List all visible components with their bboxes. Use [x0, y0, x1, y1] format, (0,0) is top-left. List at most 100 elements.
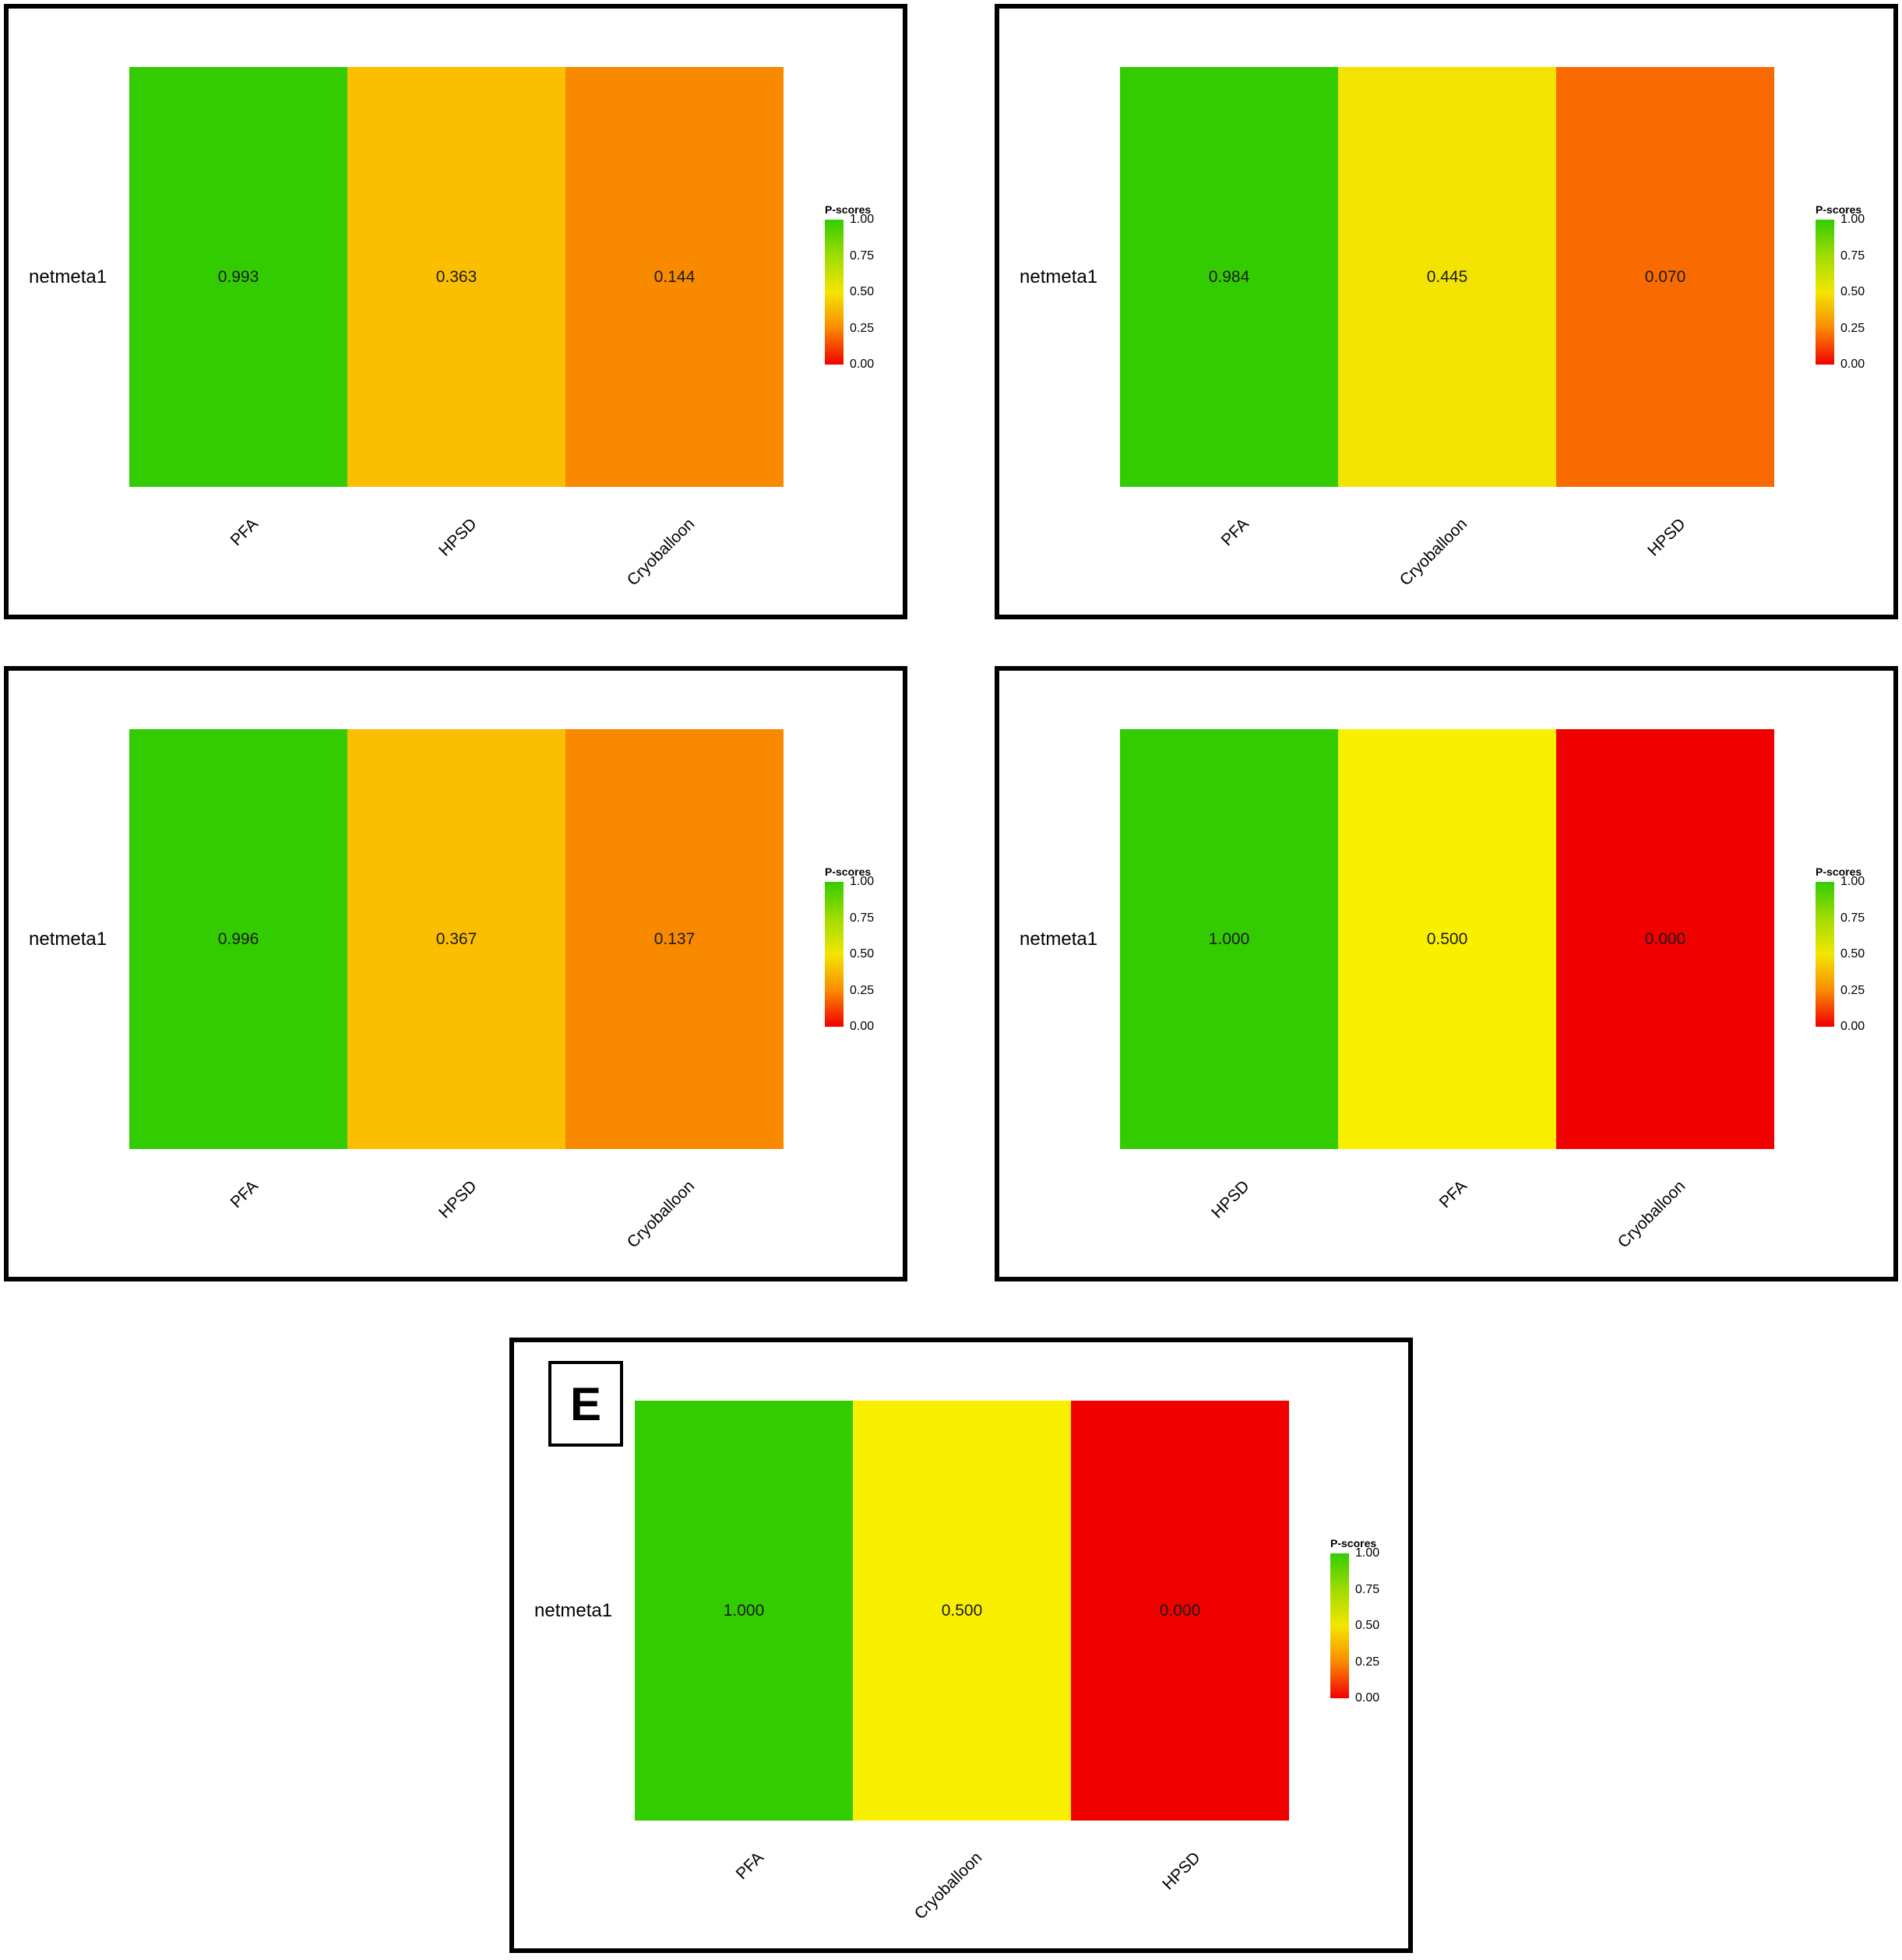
x-axis-label: HPSD [1207, 1177, 1253, 1222]
legend-body: 1.00 0.75 0.50 0.25 0.00 [1816, 213, 1901, 371]
cell-value: 0.993 [217, 267, 259, 286]
legend-tick: 0.50 [1840, 947, 1865, 961]
heatmap-cell: 1.000 [635, 1401, 853, 1821]
cell-value: 0.070 [1644, 267, 1686, 286]
cell-value: 0.137 [653, 929, 696, 948]
heatmap-cell: 0.993 [129, 67, 347, 487]
legend-ticks: 1.00 0.75 0.50 0.25 0.00 [1840, 213, 1865, 371]
heatmap-cell: 1.000 [1120, 729, 1338, 1149]
heatmap-cell: 0.445 [1338, 67, 1556, 487]
x-axis-label: PFA [227, 515, 262, 550]
heatmap-cell: 0.070 [1556, 67, 1774, 487]
heatmap-cell: 0.144 [565, 67, 784, 487]
heatmap-grid: 0.984 0.445 0.070 [1120, 67, 1774, 487]
legend-tick: 0.75 [850, 249, 875, 263]
row-label: netmeta1 [1020, 928, 1098, 950]
x-axis-label: Cryoballoon [1396, 515, 1471, 590]
x-axis-label: Cryoballoon [1614, 1177, 1689, 1252]
cell-value: 0.500 [1426, 929, 1468, 948]
legend-tick: 0.25 [1355, 1655, 1380, 1669]
legend: P-scores 1.00 0.75 0.50 0.25 0.00 [825, 865, 910, 1033]
legend-body: 1.00 0.75 0.50 0.25 0.00 [825, 876, 910, 1033]
legend-tick: 0.75 [1840, 249, 1865, 263]
x-axis-label: PFA [1217, 515, 1253, 550]
legend-tick: 0.25 [850, 321, 875, 335]
panel-letter-box: E [548, 1361, 623, 1447]
legend-body: 1.00 0.75 0.50 0.25 0.00 [1816, 876, 1901, 1033]
legend-tick: 1.00 [1840, 213, 1865, 226]
legend-tick: 0.00 [850, 358, 875, 371]
legend-title: P-scores [1330, 1537, 1377, 1549]
heatmap-cell: 0.137 [565, 729, 784, 1149]
panel-letter: E [569, 1377, 602, 1430]
row-label: netmeta1 [1020, 266, 1098, 287]
legend-tick: 1.00 [850, 213, 875, 226]
legend-tick: 0.50 [1840, 285, 1865, 298]
legend: P-scores 1.00 0.75 0.50 0.25 0.00 [1816, 865, 1901, 1033]
x-axis-label: HPSD [1643, 515, 1689, 560]
legend-tick: 1.00 [1840, 875, 1865, 888]
legend-gradient-bar [1816, 220, 1834, 365]
x-axis-label: HPSD [435, 515, 481, 560]
cell-value: 0.363 [435, 267, 477, 286]
legend-tick: 0.75 [1355, 1582, 1380, 1596]
legend-tick: 0.50 [850, 285, 875, 298]
legend-tick: 0.50 [1355, 1619, 1380, 1632]
x-axis-label: PFA [732, 1849, 768, 1884]
legend-tick: 0.75 [850, 911, 875, 925]
row-label: netmeta1 [29, 928, 107, 950]
cell-value: 0.000 [1644, 929, 1686, 948]
heatmap-grid: 1.000 0.500 0.000 [1120, 729, 1774, 1149]
legend-tick: 0.50 [850, 947, 875, 961]
legend-title: P-scores [1816, 865, 1862, 878]
x-axis-label: PFA [1435, 1177, 1471, 1212]
cell-value: 0.445 [1426, 267, 1468, 286]
heatmap-cell: 0.500 [1338, 729, 1556, 1149]
legend-title: P-scores [1816, 203, 1862, 216]
heatmap-cell: 0.000 [1556, 729, 1774, 1149]
heatmap-panel-1: netmeta1 0.993 0.363 0.144 PFA HPSD Cryo… [4, 4, 907, 619]
legend-ticks: 1.00 0.75 0.50 0.25 0.00 [850, 876, 874, 1033]
heatmap-panel-3: netmeta1 0.996 0.367 0.137 PFA HPSD Cryo… [4, 666, 907, 1281]
heatmap-cell: 0.984 [1120, 67, 1338, 487]
legend: P-scores 1.00 0.75 0.50 0.25 0.00 [1816, 203, 1901, 371]
legend: P-scores 1.00 0.75 0.50 0.25 0.00 [1330, 1537, 1416, 1704]
cell-value: 0.984 [1208, 267, 1250, 286]
heatmap-grid: 1.000 0.500 0.000 [635, 1401, 1289, 1821]
legend-tick: 1.00 [1355, 1546, 1380, 1560]
x-axis-label: Cryoballoon [910, 1849, 986, 1923]
legend-title: P-scores [825, 865, 872, 878]
legend-tick: 0.00 [1355, 1691, 1380, 1704]
row-label: netmeta1 [534, 1599, 613, 1621]
legend-tick: 0.75 [1840, 911, 1865, 925]
cell-value: 1.000 [1208, 929, 1250, 948]
heatmap-cell: 0.500 [853, 1401, 1071, 1821]
x-axis-label: HPSD [435, 1177, 481, 1222]
legend-ticks: 1.00 0.75 0.50 0.25 0.00 [1840, 876, 1865, 1033]
heatmap-cell: 0.996 [129, 729, 347, 1149]
x-axis-label: PFA [227, 1177, 262, 1212]
legend-tick: 0.00 [850, 1020, 875, 1033]
legend-gradient-bar [1330, 1553, 1349, 1698]
cell-value: 0.144 [653, 267, 696, 286]
legend-body: 1.00 0.75 0.50 0.25 0.00 [1330, 1547, 1416, 1704]
heatmap-panel-2: netmeta1 0.984 0.445 0.070 PFA Cryoballo… [995, 4, 1898, 619]
cell-value: 0.996 [217, 929, 259, 948]
row-label: netmeta1 [29, 266, 107, 287]
legend-ticks: 1.00 0.75 0.50 0.25 0.00 [850, 213, 874, 371]
x-axis-label: HPSD [1158, 1849, 1204, 1894]
cell-value: 0.000 [1159, 1601, 1201, 1620]
legend-tick: 0.25 [1840, 983, 1865, 997]
legend-tick: 0.25 [1840, 321, 1865, 335]
legend-tick: 0.25 [850, 983, 875, 997]
heatmap-cell: 0.367 [347, 729, 565, 1149]
legend-tick: 0.00 [1840, 1020, 1865, 1033]
legend-tick: 1.00 [850, 875, 875, 888]
heatmap-cell: 0.363 [347, 67, 565, 487]
x-axis-label: Cryoballoon [623, 1177, 699, 1252]
heatmap-cell: 0.000 [1071, 1401, 1289, 1821]
heatmap-grid: 0.993 0.363 0.144 [129, 67, 784, 487]
legend: P-scores 1.00 0.75 0.50 0.25 0.00 [825, 203, 910, 371]
x-axis-label: Cryoballoon [623, 515, 699, 590]
heatmap-panel-e: E netmeta1 1.000 0.500 0.000 PFA Cryobal… [509, 1338, 1413, 1953]
